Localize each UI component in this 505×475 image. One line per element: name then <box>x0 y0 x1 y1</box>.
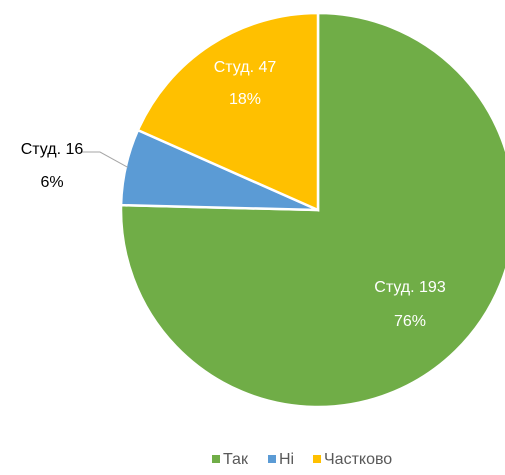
data-label: Студ. 16 <box>21 141 84 158</box>
legend-marker <box>268 455 276 463</box>
data-label: 6% <box>40 174 63 191</box>
legend-label: Так <box>223 451 249 468</box>
legend-marker <box>313 455 321 463</box>
legend-marker <box>212 455 220 463</box>
data-label: Студ. 47 <box>214 59 277 76</box>
pie-slice <box>136 11 320 212</box>
legend-label: Ні <box>279 451 294 468</box>
data-label: Студ. 193 <box>374 279 446 296</box>
data-label: 18% <box>229 91 261 108</box>
legend-label: Частково <box>324 451 392 468</box>
data-label: 76% <box>394 313 426 330</box>
leader-line <box>82 151 128 168</box>
